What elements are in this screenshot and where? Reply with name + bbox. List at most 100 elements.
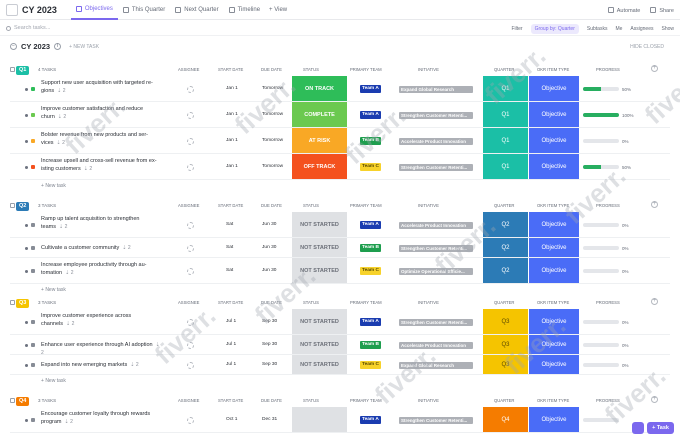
status-badge[interactable]: NOT STARTED: [292, 309, 347, 334]
chevron-down-icon[interactable]: [10, 300, 15, 305]
table-row[interactable]: Ramp up talent acquisition to strengthen…: [10, 212, 670, 238]
assignee-avatar-icon[interactable]: [187, 244, 194, 252]
automate-button[interactable]: Automate: [607, 6, 640, 14]
quarter-badge[interactable]: Q1: [483, 102, 528, 127]
add-task-button[interactable]: + Task: [647, 422, 674, 434]
col-progress[interactable]: PROGRESS: [596, 203, 620, 208]
due-date[interactable]: Dec 31: [262, 417, 278, 422]
okr-item-type-badge[interactable]: Objective: [529, 258, 579, 283]
initiative-badge[interactable]: Accelerate Product Innovation: [399, 137, 473, 145]
okr-item-type-badge[interactable]: Objective: [529, 102, 579, 127]
subtask-count[interactable]: 2: [130, 362, 138, 368]
col-initiative[interactable]: INITIATIVE: [418, 67, 439, 72]
okr-item-type-badge[interactable]: Objective: [529, 238, 579, 257]
add-view-button[interactable]: + View: [269, 6, 288, 13]
initiative-badge[interactable]: Strengthen Customer Retenti...: [399, 244, 473, 252]
col-progress[interactable]: PROGRESS: [596, 67, 620, 72]
status-square-icon[interactable]: [31, 223, 35, 227]
due-date[interactable]: Jun 30: [262, 268, 277, 273]
okr-item-type-badge[interactable]: Objective: [529, 309, 579, 334]
status-badge[interactable]: NOT STARTED: [292, 212, 347, 237]
start-date[interactable]: Jan 1: [226, 86, 238, 91]
assignee-avatar-icon[interactable]: [187, 85, 194, 93]
assignee-avatar-icon[interactable]: [187, 111, 194, 119]
col-quarter[interactable]: QUARTER: [494, 398, 515, 403]
table-row[interactable]: Improve customer experience across chann…: [10, 309, 670, 335]
add-column-icon[interactable]: +: [651, 65, 658, 72]
start-date[interactable]: Jul 1: [226, 319, 237, 324]
assignee-avatar-icon[interactable]: [187, 416, 194, 424]
due-date[interactable]: Tomorrow: [262, 138, 284, 143]
due-date[interactable]: Sep 30: [262, 342, 278, 347]
col-okr-item-type[interactable]: OKR ITEM TYPE: [537, 398, 570, 403]
status-badge[interactable]: COMPLETE: [292, 102, 347, 127]
primary-team-badge[interactable]: Team A: [360, 221, 381, 229]
quarter-badge[interactable]: Q2: [483, 258, 528, 283]
initiative-badge[interactable]: Accelerate Product Innovation: [399, 341, 473, 349]
show-button[interactable]: Show: [661, 25, 674, 32]
subtask-count[interactable]: 2: [59, 224, 67, 230]
table-row[interactable]: Cultivate a customer community2 Sat Jun 30…: [10, 238, 670, 258]
status-badge[interactable]: NOT STARTED: [292, 335, 347, 354]
initiative-badge[interactable]: Accelerate Product Innovation: [399, 221, 473, 229]
start-date[interactable]: Jan 1: [226, 164, 238, 169]
status-badge[interactable]: OFF TRACK: [292, 154, 347, 179]
task-name[interactable]: Improve customer satisfaction and reduce…: [41, 105, 161, 121]
status-square-icon[interactable]: [31, 343, 35, 347]
hide-closed-button[interactable]: HIDE CLOSED: [630, 44, 664, 50]
info-icon[interactable]: i: [54, 43, 62, 50]
quarter-badge[interactable]: Q4: [483, 407, 528, 432]
initiative-badge[interactable]: Strengthen Customer Retenti...: [399, 163, 473, 171]
col-initiative[interactable]: INITIATIVE: [418, 398, 439, 403]
add-column-icon[interactable]: +: [651, 298, 658, 305]
task-name[interactable]: Increase upsell and cross-sell revenue f…: [41, 157, 161, 173]
initiative-badge[interactable]: Optimize Operational Efficie...: [399, 267, 473, 275]
table-row[interactable]: Bolster revenue from new products and se…: [10, 128, 670, 154]
primary-team-badge[interactable]: Team A: [360, 318, 381, 326]
start-date[interactable]: Jan 1: [226, 112, 238, 117]
col-due-date[interactable]: DUE DATE: [261, 67, 282, 72]
due-date[interactable]: Tomorrow: [262, 112, 284, 117]
subtask-count[interactable]: 2: [64, 419, 72, 425]
status-square-icon[interactable]: [31, 363, 35, 367]
okr-item-type-badge[interactable]: Objective: [529, 128, 579, 153]
assignee-avatar-icon[interactable]: [187, 341, 194, 349]
task-name[interactable]: Expand into new emerging markets2: [41, 361, 161, 369]
initiative-badge[interactable]: Strengthen Customer Retenti...: [399, 416, 473, 424]
subtask-count[interactable]: 2: [84, 166, 92, 172]
status-square-icon[interactable]: [31, 320, 35, 324]
status-square-icon[interactable]: [31, 113, 35, 117]
status-badge[interactable]: NOT STARTED: [292, 355, 347, 374]
me-button[interactable]: Me: [615, 25, 623, 32]
chevron-down-icon[interactable]: [10, 398, 15, 403]
due-date[interactable]: Sep 30: [262, 319, 278, 324]
table-row[interactable]: Support new user acquisition with target…: [10, 76, 670, 102]
new-task-button[interactable]: New task: [41, 378, 66, 384]
col-progress[interactable]: PROGRESS: [596, 300, 620, 305]
task-name[interactable]: Encourage customer loyalty through rewar…: [41, 410, 161, 426]
primary-team-badge[interactable]: Team A: [360, 111, 381, 119]
col-status[interactable]: STATUS: [303, 300, 319, 305]
table-row[interactable]: Expand into new emerging markets2 Jul 1 Se…: [10, 355, 670, 375]
col-primary-team[interactable]: PRIMARY TEAM: [350, 300, 382, 305]
table-row[interactable]: Improve customer satisfaction and reduce…: [10, 102, 670, 128]
quarter-badge[interactable]: Q2: [483, 212, 528, 237]
start-date[interactable]: Sat: [226, 222, 234, 227]
col-status[interactable]: STATUS: [303, 67, 319, 72]
col-start-date[interactable]: START DATE: [218, 203, 244, 208]
quarter-badge[interactable]: Q1: [483, 154, 528, 179]
primary-team-badge[interactable]: Team C: [360, 267, 381, 275]
col-due-date[interactable]: DUE DATE: [261, 203, 282, 208]
col-start-date[interactable]: START DATE: [218, 398, 244, 403]
primary-team-badge[interactable]: Team B: [360, 341, 381, 349]
group-by-button[interactable]: Group by: Quarter: [530, 23, 579, 34]
subtask-count[interactable]: 2: [65, 270, 73, 276]
initiative-badge[interactable]: Expand Global Research: [399, 85, 473, 93]
status-square-icon[interactable]: [31, 246, 35, 250]
task-name[interactable]: Support new user acquisition with target…: [41, 79, 161, 95]
col-progress[interactable]: PROGRESS: [596, 398, 620, 403]
assignees-button[interactable]: Assignees: [630, 25, 654, 32]
docs-button[interactable]: [632, 422, 645, 434]
table-row[interactable]: Increase employee productivity through a…: [10, 258, 670, 284]
status-badge[interactable]: NOT STARTED: [292, 238, 347, 257]
